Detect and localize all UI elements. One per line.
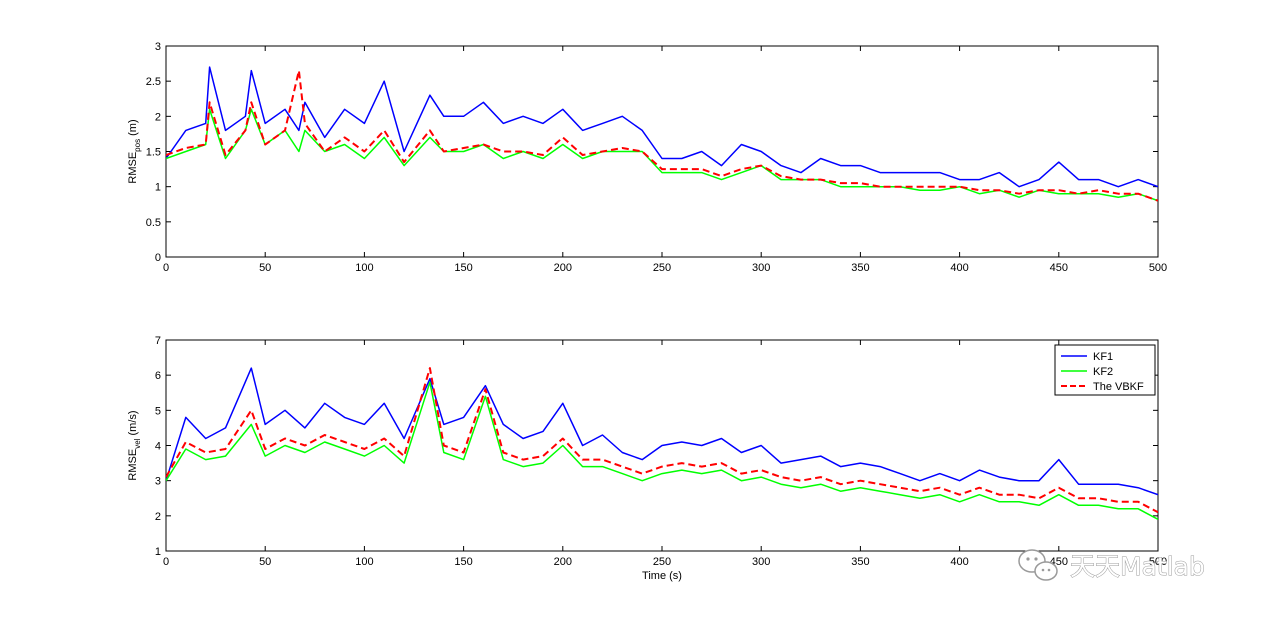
y-tick-label: 3 (155, 41, 161, 53)
series-line-kf2 (166, 108, 1158, 202)
x-tick-label: 200 (554, 556, 572, 568)
series-line-the-vbkf (166, 367, 1158, 514)
legend-entry-label: KF1 (1093, 351, 1113, 363)
y-tick-label: 2 (155, 511, 161, 523)
x-tick-label: 300 (752, 262, 770, 274)
y-tick-label: 0 (155, 252, 161, 264)
y-tick-label: 2.5 (146, 76, 161, 88)
series-line-kf2 (166, 381, 1158, 521)
x-tick-label: 500 (1149, 556, 1167, 568)
x-tick-label: 500 (1149, 262, 1167, 274)
x-tick-label: 150 (454, 556, 472, 568)
y-axis-label: RMSEpos (m) (127, 119, 142, 183)
series-line-kf1 (166, 66, 1158, 188)
x-tick-label: 100 (355, 556, 373, 568)
series-line-kf1 (166, 367, 1158, 496)
y-tick-label: 1 (155, 546, 161, 558)
x-tick-label: 150 (454, 262, 472, 274)
rmse-velocity-plot: 0 50 100 150 200 250 300 350 400 450 5001234567RMS… (127, 335, 1167, 582)
y-tick-label: 4 (155, 441, 161, 453)
wechat-logo-icon (1018, 549, 1058, 581)
y-tick-label: 7 (155, 335, 161, 347)
y-tick-label: 1.5 (146, 147, 161, 159)
x-tick-label: 400 (950, 262, 968, 274)
x-tick-label: 450 (1050, 262, 1068, 274)
x-tick-label: 50 (259, 556, 271, 568)
watermark-text: 天天Matlab (1070, 552, 1205, 581)
y-axis-label: RMSEvel (m/s) (127, 410, 142, 480)
x-tick-label: 400 (950, 556, 968, 568)
y-tick-label: 1 (155, 182, 161, 194)
axes-frame (165, 45, 1159, 258)
y-tick-label: 5 (155, 405, 161, 417)
x-tick-label: 250 (653, 262, 671, 274)
x-tick-label: 200 (554, 262, 572, 274)
x-tick-label: 0 (163, 262, 169, 274)
watermark: 天天Matlab (1018, 549, 1205, 582)
y-tick-label: 0.5 (146, 217, 161, 229)
x-tick-label: 350 (851, 556, 869, 568)
x-tick-label: 100 (355, 262, 373, 274)
x-tick-label: 250 (653, 556, 671, 568)
x-tick-label: 300 (752, 556, 770, 568)
legend-entry-label: The VBKF (1093, 381, 1144, 393)
y-tick-label: 2 (155, 111, 161, 123)
legend-entry-label: KF2 (1093, 366, 1113, 378)
rmse-position-plot: 0 50 100 150 200 250 300 350 400 450 500 0 0.5 1 1.5 2 2… (127, 41, 1167, 274)
y-tick-label: 6 (155, 370, 161, 382)
x-tick-label: 350 (851, 262, 869, 274)
legend: KF1 KF2 The VBKF (1054, 344, 1156, 396)
x-axis-label: Time (s) (642, 570, 682, 582)
series-line-the-vbkf (166, 69, 1158, 202)
x-tick-label: 50 (259, 262, 271, 274)
x-tick-label: 0 (163, 556, 169, 568)
y-tick-label: 3 (155, 476, 161, 488)
